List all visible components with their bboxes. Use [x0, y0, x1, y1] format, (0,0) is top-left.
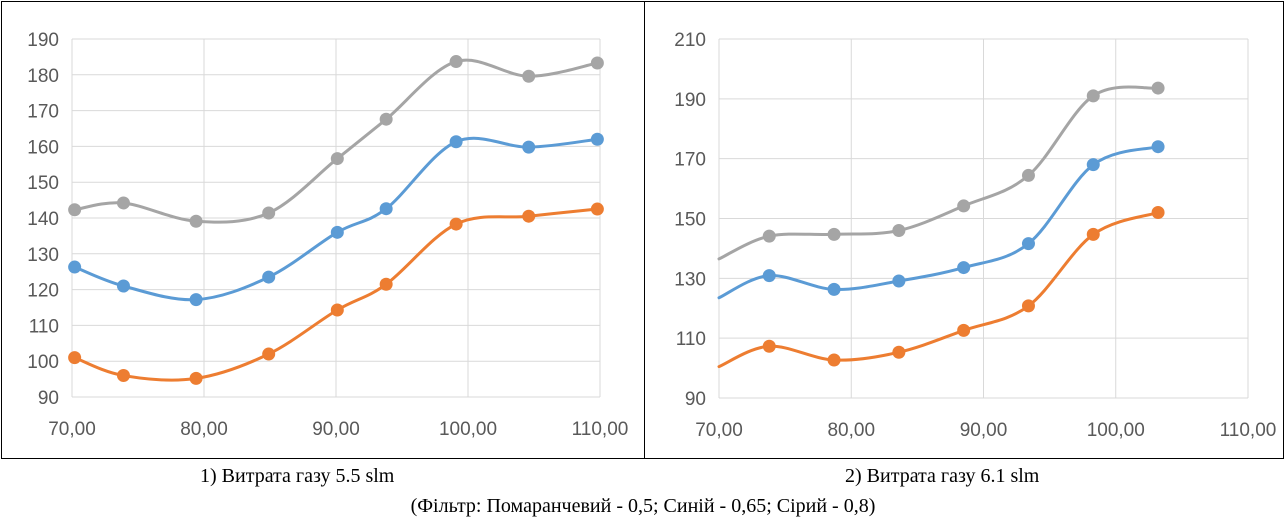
- chart-2: 90 110 130 150 170 190 210 70,00 80,00 90,00 100,0…: [674, 30, 1276, 441]
- gridlines: [71, 38, 601, 398]
- x-tick-label: 70,00: [48, 419, 96, 440]
- y-axis-ticks: 90 110 130 150 170 190 210: [674, 30, 706, 410]
- chart-panel-1: 90 100 110 120 130 140 150 160 170 180 190 70,00 80,…: [1, 1, 645, 459]
- data-point: [957, 261, 971, 275]
- data-point: [1151, 140, 1165, 154]
- data-point: [762, 229, 776, 243]
- data-point: [892, 274, 906, 288]
- y-tick-label: 190: [27, 30, 59, 51]
- data-point: [590, 202, 604, 216]
- x-tick-label: 100,00: [439, 419, 497, 440]
- data-point: [1021, 168, 1035, 182]
- data-point: [827, 227, 841, 241]
- data-point: [522, 209, 536, 223]
- x-tick-label: 110,00: [1220, 420, 1277, 441]
- data-point: [116, 369, 130, 383]
- y-tick-label: 100: [27, 352, 59, 373]
- y-tick-label: 110: [29, 316, 59, 337]
- data-point: [892, 223, 906, 237]
- data-point: [68, 351, 82, 365]
- data-point: [68, 260, 82, 274]
- y-tick-label: 110: [676, 329, 706, 350]
- data-point: [189, 214, 203, 228]
- y-tick-label: 180: [27, 66, 59, 87]
- data-point: [262, 347, 276, 361]
- y-tick-label: 90: [38, 388, 59, 409]
- data-point: [590, 56, 604, 70]
- data-point: [116, 279, 130, 293]
- x-axis-ticks: 70,00 80,00 90,00 100,00 110,00: [48, 419, 628, 440]
- gridlines: [718, 38, 1249, 399]
- y-tick-label: 140: [27, 209, 59, 230]
- filter-legend-caption: (Фільтр: Помаранчевий - 0,5; Синій - 0,6…: [410, 495, 876, 517]
- data-point: [590, 132, 604, 146]
- data-point: [449, 135, 463, 149]
- data-point: [262, 206, 276, 220]
- x-tick-label: 90,00: [312, 419, 360, 440]
- data-point: [68, 203, 82, 217]
- y-tick-label: 150: [674, 210, 706, 231]
- data-point: [330, 303, 344, 317]
- y-tick-label: 120: [27, 281, 59, 302]
- data-point: [957, 323, 971, 337]
- y-tick-label: 130: [27, 245, 59, 266]
- x-tick-label: 70,00: [695, 420, 743, 441]
- series-0: [717, 206, 1165, 369]
- x-axis-ticks: 70,00 80,00 90,00 100,00 110,00: [695, 420, 1276, 441]
- series-1: [68, 132, 604, 307]
- data-point: [1021, 237, 1035, 251]
- x-tick-label: 80,00: [827, 420, 875, 441]
- y-tick-label: 170: [674, 150, 706, 171]
- data-point: [379, 202, 393, 216]
- data-point: [189, 371, 203, 385]
- series-line: [717, 211, 1160, 369]
- data-point: [522, 69, 536, 83]
- x-tick-label: 90,00: [960, 420, 1008, 441]
- data-point: [330, 225, 344, 239]
- data-point: [379, 277, 393, 291]
- series-0: [68, 202, 604, 385]
- y-tick-label: 160: [27, 137, 59, 158]
- y-tick-label: 130: [674, 269, 706, 290]
- data-point: [449, 55, 463, 69]
- y-tick-label: 150: [27, 173, 59, 194]
- data-point: [1021, 299, 1035, 313]
- y-tick-label: 170: [27, 102, 59, 123]
- data-point: [1086, 227, 1100, 241]
- data-point: [1086, 89, 1100, 103]
- series-1: [717, 140, 1165, 300]
- data-point: [330, 152, 344, 166]
- chart-1-caption: 1) Витрата газу 5.5 slm: [200, 465, 395, 487]
- series-line: [717, 85, 1160, 261]
- data-point: [522, 140, 536, 154]
- data-point: [762, 269, 776, 283]
- y-axis-ticks: 90 100 110 120 130 140 150 160 170 180 190: [27, 30, 59, 409]
- series-2: [68, 55, 604, 228]
- x-tick-label: 100,00: [1087, 420, 1145, 441]
- x-tick-label: 80,00: [180, 419, 228, 440]
- series-2: [717, 81, 1165, 261]
- chart-panel-2: 90 110 130 150 170 190 210 70,00 80,00 90,00 100,0…: [644, 1, 1284, 459]
- series-line: [717, 145, 1160, 300]
- data-point: [957, 199, 971, 213]
- chart-2-caption: 2) Витрата газу 6.1 slm: [845, 465, 1040, 487]
- data-point: [189, 293, 203, 307]
- data-point: [1151, 206, 1165, 220]
- data-point: [1151, 81, 1165, 95]
- chart-1: 90 100 110 120 130 140 150 160 170 180 190 70,00 80,…: [27, 30, 628, 440]
- x-tick-label: 110,00: [572, 419, 629, 440]
- data-point: [827, 282, 841, 296]
- y-tick-label: 190: [674, 90, 706, 111]
- data-point: [449, 217, 463, 231]
- data-point: [116, 196, 130, 210]
- data-point: [827, 353, 841, 367]
- data-point: [262, 270, 276, 284]
- data-point: [892, 345, 906, 359]
- y-tick-label: 210: [674, 30, 706, 51]
- y-tick-label: 90: [685, 389, 706, 410]
- data-point: [379, 112, 393, 126]
- data-point: [762, 339, 776, 353]
- data-point: [1086, 158, 1100, 172]
